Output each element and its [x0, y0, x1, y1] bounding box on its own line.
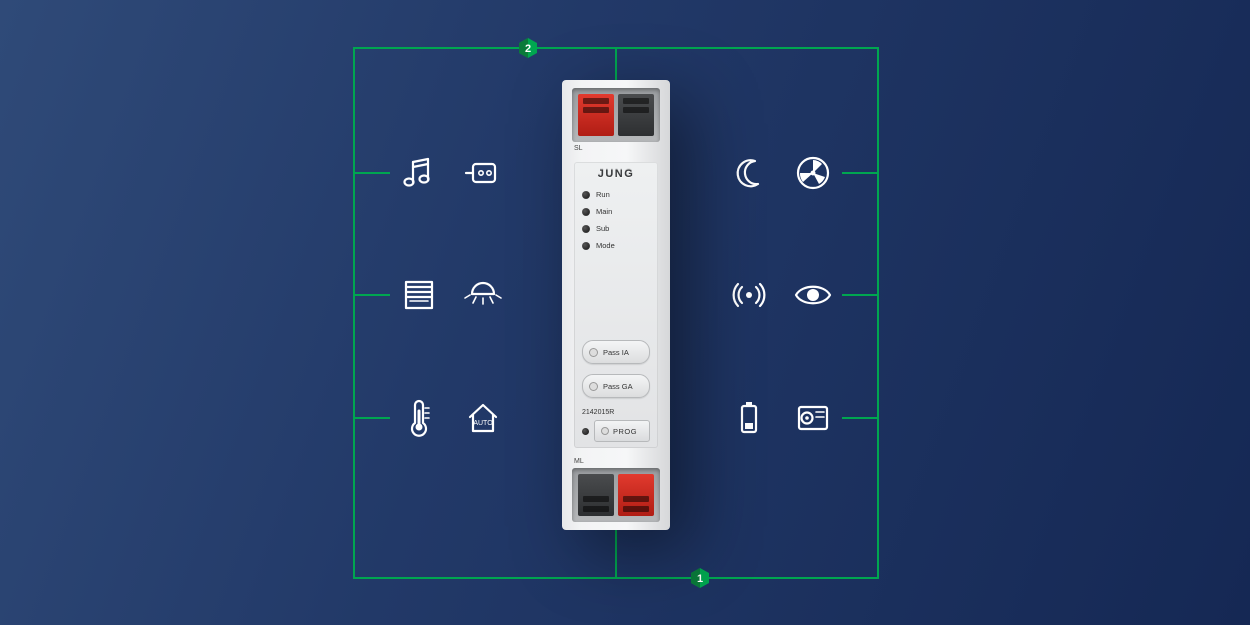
- svg-text:1: 1: [697, 573, 703, 585]
- light-icon: [462, 274, 504, 316]
- port-label-bottom: ML: [574, 458, 584, 465]
- icon-row-left-2: [398, 274, 504, 316]
- conn-right-branch-2: [842, 294, 878, 296]
- prog-led: [582, 428, 589, 435]
- conn-right-branch-3: [842, 417, 878, 419]
- terminal-top: [572, 88, 660, 142]
- icon-row-right-2: [728, 274, 834, 316]
- music-icon: [398, 152, 440, 194]
- model-number: 2142015R: [582, 409, 650, 416]
- speaker-panel-icon: [792, 397, 834, 439]
- moon-icon: [728, 152, 770, 194]
- svg-text:2: 2: [525, 43, 531, 55]
- port-label-top: SL: [574, 145, 583, 152]
- terminal-bottom-red: [618, 474, 654, 516]
- led-run: Run: [582, 190, 650, 199]
- led-dot-sub: [582, 225, 590, 233]
- prog-button[interactable]: PROG: [594, 420, 650, 442]
- conn-left-branch-1: [354, 172, 390, 174]
- pass-ga-label: Pass GA: [603, 382, 633, 391]
- icon-row-right-1: [728, 152, 834, 194]
- conn-left-branch-3: [354, 417, 390, 419]
- brand-label: JUNG: [582, 168, 650, 180]
- node-top: 2: [518, 38, 538, 58]
- auto-house-icon: AUTO: [462, 397, 504, 439]
- pass-ga-indicator: [589, 382, 598, 391]
- conn-right-branch-1: [842, 172, 878, 174]
- terminal-bottom: [572, 468, 660, 522]
- icon-row-left-3: AUTO: [398, 397, 504, 439]
- thermometer-icon: [398, 397, 440, 439]
- fan-icon: [792, 152, 834, 194]
- node-bottom: 1: [690, 568, 710, 588]
- knx-device: SL JUNG Run Main Sub Mode: [562, 80, 670, 530]
- conn-right: [877, 47, 879, 579]
- prog-label: PROG: [613, 427, 637, 436]
- led-label-run: Run: [596, 190, 610, 199]
- terminal-top-grey: [618, 94, 654, 136]
- led-sub: Sub: [582, 224, 650, 233]
- infographic-stage: 2 1: [0, 0, 1250, 625]
- rf-signal-icon: [728, 274, 770, 316]
- pass-ia-label: Pass IA: [603, 348, 629, 357]
- device-face: JUNG Run Main Sub Mode Pass IA: [574, 162, 658, 448]
- pass-ia-indicator: [589, 348, 598, 357]
- conn-left-branch-2: [354, 294, 390, 296]
- led-label-main: Main: [596, 207, 612, 216]
- led-mode: Mode: [582, 241, 650, 250]
- conn-bottom-rise: [615, 525, 617, 579]
- pass-ia-button[interactable]: Pass IA: [582, 340, 650, 364]
- led-label-sub: Sub: [596, 224, 609, 233]
- conn-left: [353, 47, 355, 579]
- blinds-icon: [398, 274, 440, 316]
- eye-icon: [792, 274, 834, 316]
- led-dot-mode: [582, 242, 590, 250]
- terminal-top-red: [578, 94, 614, 136]
- led-dot-main: [582, 208, 590, 216]
- icon-row-left-1: [398, 152, 504, 194]
- prog-indicator: [601, 427, 609, 435]
- led-label-mode: Mode: [596, 241, 615, 250]
- battery-icon: [728, 397, 770, 439]
- led-main: Main: [582, 207, 650, 216]
- terminal-bottom-grey: [578, 474, 614, 516]
- pass-ga-button[interactable]: Pass GA: [582, 374, 650, 398]
- plug-icon: [462, 152, 504, 194]
- led-dot-run: [582, 191, 590, 199]
- icon-row-right-3: [728, 397, 834, 439]
- svg-text:AUTO: AUTO: [473, 420, 493, 427]
